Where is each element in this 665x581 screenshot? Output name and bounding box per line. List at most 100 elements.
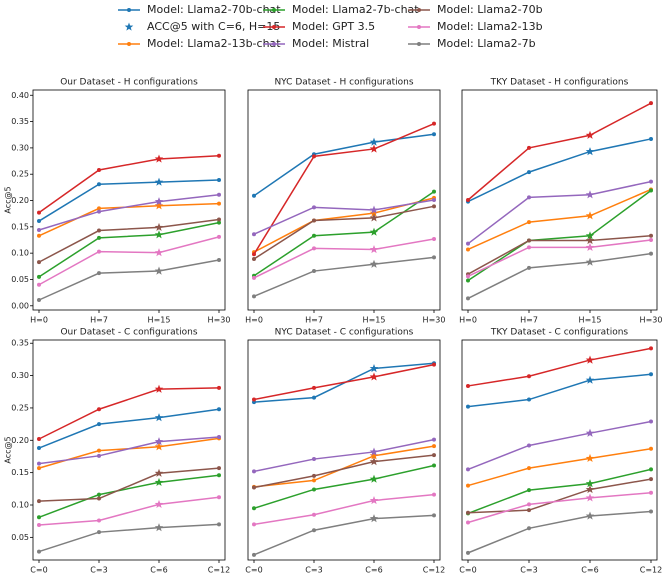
point <box>312 269 316 274</box>
star-marker <box>369 514 379 523</box>
point <box>97 271 101 276</box>
x-tick-label: C=3 <box>90 566 107 575</box>
series-line <box>38 474 220 518</box>
point <box>217 495 221 500</box>
point <box>432 463 436 468</box>
plot-frame <box>32 339 226 561</box>
y-tick-label: 0.30 <box>11 143 29 152</box>
point <box>466 404 470 409</box>
legend-marker <box>417 8 421 12</box>
legend-marker <box>127 8 131 12</box>
point <box>37 219 41 224</box>
legend-label: Model: Llama2-7b-chat <box>292 3 419 16</box>
series-line <box>467 420 652 471</box>
point <box>37 282 41 287</box>
point <box>527 443 531 448</box>
x-tick-label: H=15 <box>148 316 171 325</box>
star-marker <box>585 479 595 488</box>
chart-title: Our Dataset - H configurations <box>60 78 198 88</box>
y-tick-label: 0.35 <box>11 117 29 126</box>
point <box>527 466 531 471</box>
star-marker <box>154 154 164 163</box>
point <box>252 522 256 527</box>
star-marker <box>585 453 595 463</box>
y-tick-label: 0.05 <box>11 533 29 542</box>
point <box>217 201 221 206</box>
x-tick-label: C=3 <box>520 566 537 575</box>
point <box>432 362 436 367</box>
series-line <box>253 464 435 509</box>
chart-title: NYC Dataset - C configurations <box>275 328 414 338</box>
series-line <box>467 447 652 487</box>
point <box>252 506 256 511</box>
series-line <box>38 236 220 286</box>
point <box>37 228 41 232</box>
legend-label: Model: GPT 3.5 <box>292 20 375 33</box>
y-tick-label: 0.15 <box>11 468 29 477</box>
point <box>527 374 531 379</box>
point <box>432 437 436 442</box>
legend-marker <box>417 42 421 46</box>
point <box>97 228 101 233</box>
legend-marker <box>127 42 131 46</box>
y-tick-label: 0.40 <box>11 91 29 100</box>
x-tick-label: H=0 <box>459 316 477 325</box>
point <box>527 488 531 493</box>
point <box>97 530 101 535</box>
series-line <box>467 235 652 275</box>
legend-label: Model: Llama2-13b <box>437 20 543 33</box>
star-marker <box>369 208 379 217</box>
point <box>97 492 101 497</box>
star-marker <box>369 495 379 505</box>
point <box>97 407 101 412</box>
point <box>466 241 470 246</box>
point <box>432 255 436 260</box>
series-line <box>467 510 652 554</box>
point <box>37 233 41 238</box>
point <box>432 444 436 449</box>
point <box>527 508 531 513</box>
point <box>217 407 221 412</box>
star-marker <box>369 363 379 373</box>
point <box>97 182 101 187</box>
series-line <box>253 256 435 298</box>
star-marker <box>585 511 595 520</box>
plot-frame <box>32 89 226 311</box>
star-marker <box>369 457 379 466</box>
point <box>466 467 470 472</box>
x-tick-label: C=12 <box>423 566 445 575</box>
point <box>312 385 316 390</box>
series-line <box>253 493 435 526</box>
point <box>527 145 531 150</box>
y-tick-label: 0.10 <box>11 501 29 510</box>
star-marker <box>369 447 379 456</box>
star-marker <box>154 477 164 486</box>
x-tick-label: C=6 <box>150 566 167 575</box>
point <box>37 515 41 520</box>
legend-label: Model: Llama2-7b <box>437 37 536 50</box>
point <box>649 188 653 193</box>
point <box>649 372 653 377</box>
point <box>312 457 316 462</box>
star-marker <box>585 231 595 240</box>
y-tick-label: 0.25 <box>11 403 29 412</box>
point <box>217 234 221 239</box>
series-line <box>253 514 435 556</box>
series-line <box>253 363 435 401</box>
point <box>252 275 256 280</box>
chart-title: Our Dataset - C configurations <box>60 328 197 338</box>
series-line <box>253 438 435 473</box>
point <box>432 513 436 518</box>
star-marker <box>154 413 164 422</box>
point <box>312 487 316 492</box>
star-marker <box>369 244 379 254</box>
series-line <box>253 133 435 197</box>
point <box>37 549 41 554</box>
x-tick-label: H=15 <box>363 316 386 325</box>
point <box>649 233 653 238</box>
series-line <box>467 239 652 277</box>
series-line <box>38 193 220 231</box>
point <box>37 260 41 265</box>
point <box>252 252 256 257</box>
point <box>649 509 653 514</box>
